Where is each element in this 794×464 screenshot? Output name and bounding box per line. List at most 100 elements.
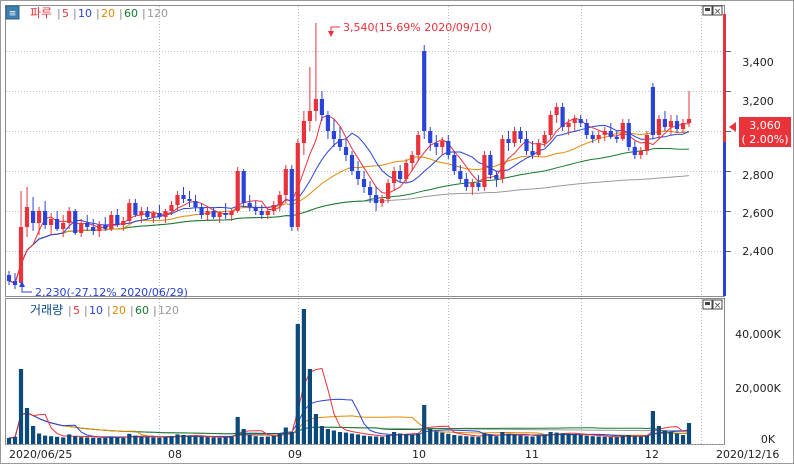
price-legend-separator: | [96, 7, 100, 20]
volume-bar [253, 436, 258, 444]
settings-icon[interactable] [5, 5, 20, 20]
volume-bar [43, 435, 48, 444]
candle [277, 191, 282, 211]
candle [428, 127, 433, 151]
candle [229, 209, 234, 221]
volume-bar [187, 435, 192, 444]
volume-bar [470, 436, 475, 444]
candle [512, 127, 517, 147]
volume-legend-ma-120: 120 [158, 304, 179, 317]
volume-bar [157, 437, 162, 444]
volume-bar [355, 434, 361, 444]
candle [398, 165, 403, 183]
candle [560, 103, 565, 131]
price-panel-controls: × [702, 5, 723, 17]
volume-bar [560, 433, 565, 444]
volume-bar [512, 434, 517, 444]
volume-bar [337, 432, 343, 444]
volume-bar [422, 405, 427, 444]
x-tick-label: 2020/12/16 [716, 448, 779, 461]
settings-icon-glyph: ≡ [9, 9, 17, 19]
candle [620, 119, 625, 141]
price-panel-title: 파루 [30, 6, 52, 20]
candle [596, 131, 601, 143]
volume-bar [482, 433, 487, 444]
volume-legend-ma-10: 10 [89, 304, 103, 317]
x-tick-label: 09 [288, 448, 302, 461]
low-annotation: 2,230(-27.12% 2020/06/29) [19, 281, 188, 299]
candle [175, 191, 180, 211]
candle [656, 115, 661, 139]
price-legend-ma-5: 5 [62, 7, 69, 20]
candle [506, 131, 511, 151]
close-icon[interactable] [712, 299, 723, 310]
candle [452, 151, 457, 175]
volume-bar [410, 434, 415, 444]
candle [139, 207, 144, 223]
volume-bar [229, 436, 234, 444]
candle [343, 139, 349, 161]
candle [271, 201, 276, 215]
candle [205, 207, 210, 221]
candle [566, 119, 571, 135]
candle [668, 115, 673, 135]
candle [85, 215, 90, 231]
candle [18, 191, 24, 285]
candle [127, 199, 132, 223]
price-legend-separator: | [57, 7, 61, 20]
volume-bar [145, 437, 150, 444]
volume-bar [325, 429, 330, 444]
volume-bar [295, 324, 300, 444]
high-annotation-text: 3,540(15.69% 2020/09/10) [343, 21, 492, 34]
volume-bar [662, 430, 667, 444]
volume-bar [175, 434, 180, 444]
candle [145, 207, 150, 219]
volume-bar [632, 436, 637, 444]
volume-bar [572, 434, 577, 444]
volume-bar [163, 437, 168, 444]
volume-bar [668, 432, 673, 444]
volume-bar [440, 432, 445, 444]
candle [55, 211, 60, 231]
volume-bar [530, 436, 535, 444]
candle [235, 167, 240, 213]
volume-bar [211, 437, 216, 444]
low-annotation-text: 2,230(-27.12% 2020/06/29) [35, 286, 188, 299]
volume-bar [476, 436, 481, 444]
volume-bar [434, 431, 439, 444]
svg-text:×: × [714, 301, 722, 311]
candle [638, 147, 643, 159]
volume-bar [247, 435, 252, 444]
candle [404, 159, 409, 183]
candle [12, 273, 18, 289]
volume-bar [644, 435, 649, 444]
volume-bar [548, 432, 553, 444]
volume-bar [289, 432, 294, 444]
volume-bar [416, 433, 421, 444]
volume-legend-separator: | [153, 304, 157, 317]
volume-bar [235, 417, 240, 444]
volume-bar [566, 433, 571, 444]
candle [686, 91, 692, 127]
volume-bar [12, 436, 18, 444]
volume-bar [656, 426, 661, 444]
candle [590, 131, 595, 143]
volume-bar [518, 435, 523, 444]
candle [361, 171, 367, 193]
candle [283, 165, 288, 203]
volume-bar [404, 434, 409, 444]
candle [458, 165, 463, 183]
volume-bar [428, 429, 433, 444]
volume-bar [205, 437, 210, 444]
volume-bar [349, 433, 355, 444]
candle [121, 217, 126, 231]
volume-bar [458, 435, 463, 444]
close-icon[interactable] [712, 5, 723, 16]
volume-bar [319, 426, 324, 444]
candle [181, 187, 186, 203]
volume-bar [283, 427, 288, 444]
candle [91, 219, 96, 235]
price-range-bar-red [723, 14, 726, 142]
candle [349, 151, 355, 175]
